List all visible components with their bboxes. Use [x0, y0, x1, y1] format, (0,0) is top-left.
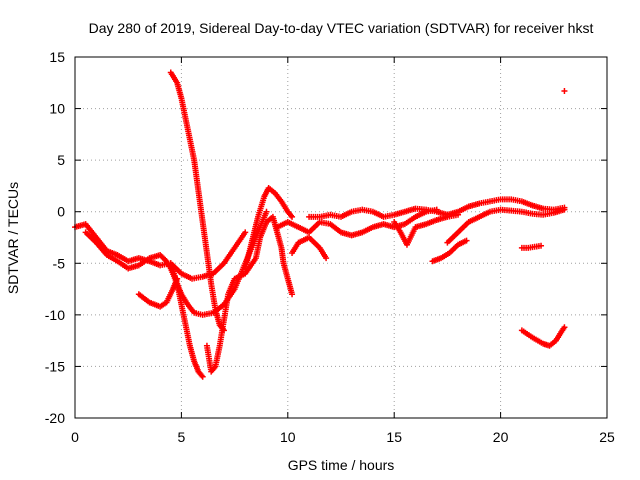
y-tick-label: -15 [45, 358, 65, 374]
series-arc-late-rising [391, 211, 462, 248]
y-tick-label: 10 [49, 101, 65, 117]
x-tick-labels: 0 5 10 15 20 25 [71, 429, 615, 445]
series-arc-deep-valley [167, 260, 206, 380]
data-point [323, 255, 330, 262]
series-arc-mid-day [274, 206, 440, 239]
data-point [289, 213, 296, 220]
y-tick-label: 5 [57, 152, 65, 168]
series-arc-steep-drop [167, 69, 227, 334]
y-axis-label: SDTVAR / TECUs [5, 182, 21, 294]
x-tick-label: 15 [386, 429, 402, 445]
series-arc-early-descending [72, 221, 249, 282]
series-arc-late-lower [429, 237, 470, 265]
series-arc-21h-short [518, 242, 545, 251]
series-arc-second-valley [203, 213, 296, 375]
plot-frame [74, 56, 608, 419]
data-point [289, 291, 296, 298]
series-arc-late-valley [518, 324, 568, 349]
series-arc-peak-9h [242, 184, 296, 272]
data-point [538, 242, 545, 249]
y-tick-label: -5 [53, 255, 66, 271]
data-point [199, 373, 206, 380]
x-tick-label: 5 [178, 429, 186, 445]
y-tick-label: -20 [45, 410, 65, 426]
x-tick-label: 20 [493, 429, 509, 445]
data-point [561, 324, 568, 331]
x-tick-label: 25 [599, 429, 615, 445]
data-markers [72, 69, 568, 380]
data-point [463, 237, 470, 244]
series-arc-mid-short [289, 234, 330, 262]
axis-ticks [74, 56, 608, 419]
series-arc-mid-upper [306, 196, 568, 220]
data-point [561, 88, 568, 95]
data-point [561, 206, 568, 213]
series-arc-early-lower [82, 208, 270, 318]
data-point [242, 229, 249, 236]
series-arc-late-climb [444, 206, 568, 246]
y-tick-label: 0 [57, 204, 65, 220]
y-tick-label: -10 [45, 307, 65, 323]
data-point [263, 208, 270, 215]
x-tick-label: 0 [71, 429, 79, 445]
series-isolated-point [561, 88, 568, 95]
y-tick-labels: -20 -15 -10 -5 0 5 10 15 [45, 49, 65, 426]
grid [75, 57, 607, 418]
y-tick-label: 15 [49, 49, 65, 65]
chart-title: Day 280 of 2019, Sidereal Day-to-day VTE… [89, 20, 594, 36]
series-arc-short-low [135, 275, 181, 310]
x-tick-label: 10 [280, 429, 296, 445]
data-point [455, 211, 462, 218]
x-axis-label: GPS time / hours [288, 457, 395, 473]
